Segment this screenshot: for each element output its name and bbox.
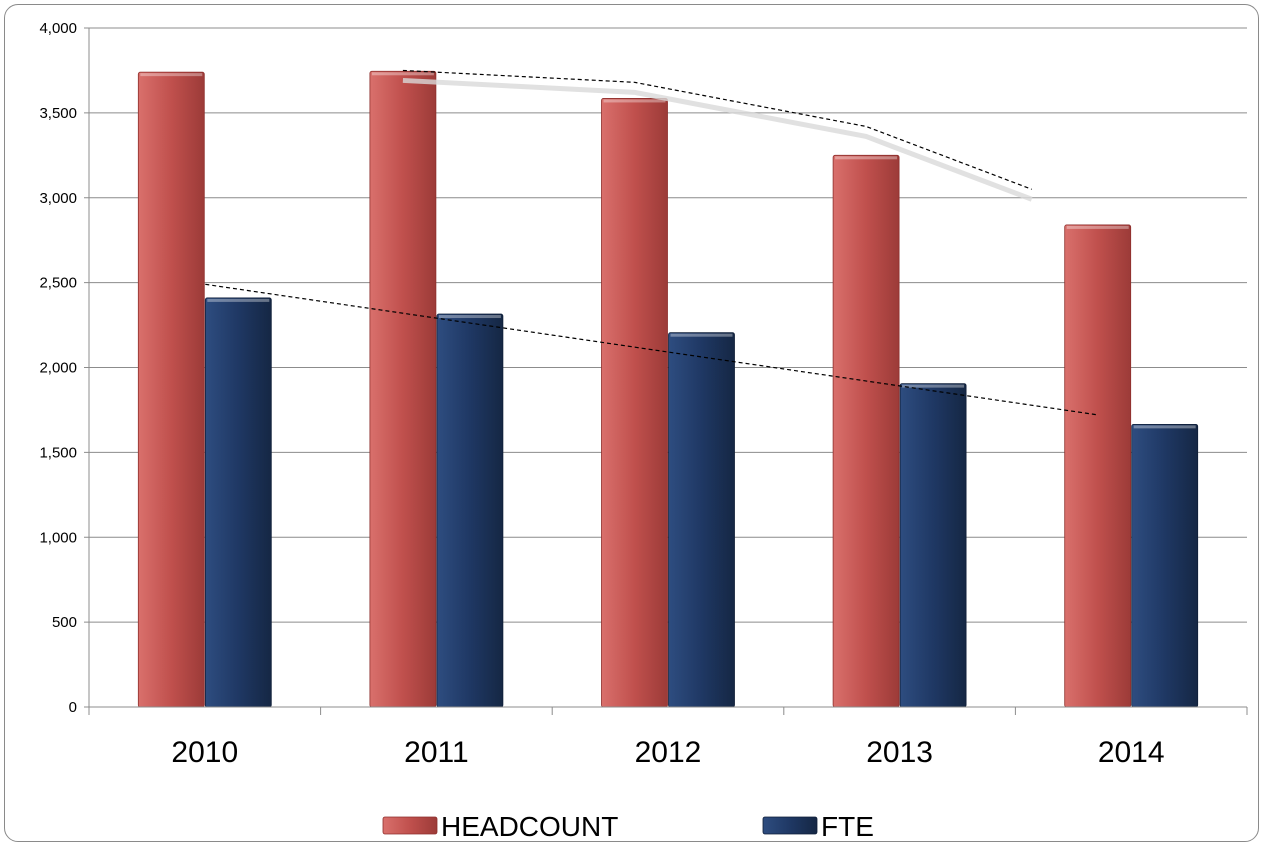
bar-highlight [1066,225,1129,229]
bar-highlight [140,73,203,77]
y-tick-label: 2,500 [39,275,77,292]
y-tick-label: 500 [52,614,77,631]
legend: HEADCOUNT FTE [382,811,874,842]
gridlines [89,27,1247,623]
trendline-fte [205,283,1099,416]
bar-highlight [438,315,501,319]
bars [137,70,1199,708]
bar-highlight [603,99,666,103]
axes: 0 500 1,000 1,500 2,000 2,500 3,000 3,500 4,000 2… [39,20,1248,769]
bar-highlight [1133,425,1196,429]
bar-fte-2011 [436,313,504,708]
legend-label-headcount: HEADCOUNT [441,811,618,842]
y-tick-label: 4,000 [39,20,77,37]
legend-label-fte: FTE [821,811,874,842]
x-tick-label: 2011 [404,736,469,769]
y-tick-label: 2,000 [39,360,77,377]
bar-highlight [835,156,898,160]
bar-headcount-2014 [1064,224,1132,708]
bar-highlight [371,72,434,76]
y-tick-label: 0 [69,699,77,716]
bar-highlight [902,384,965,388]
x-tick-label: 2014 [1098,736,1165,769]
bar-headcount-2013 [832,154,900,708]
bar-headcount-2010 [137,71,205,708]
bar-headcount-2011 [369,70,437,708]
trendline-headcount [402,69,1032,190]
bar-fte-2014 [1131,423,1199,708]
y-tick-label: 3,000 [39,190,77,207]
x-tick-label: 2012 [635,736,702,769]
legend-swatch-headcount [382,816,438,835]
trendline-shadow [402,77,1033,202]
bar-fte-2010 [204,297,272,708]
legend-swatch-fte [762,816,818,835]
bar-fte-2012 [668,332,735,708]
bar-fte-2013 [899,383,967,708]
trendlines [205,69,1099,416]
bar-highlight [670,333,733,337]
bar-highlight [207,298,270,302]
x-tick-label: 2010 [171,736,238,769]
y-tick-label: 1,500 [39,444,77,461]
y-tick-label: 3,500 [39,105,77,122]
bar-headcount-2012 [601,98,668,708]
x-tick-label: 2013 [866,736,933,769]
y-tick-label: 1,000 [39,529,77,546]
